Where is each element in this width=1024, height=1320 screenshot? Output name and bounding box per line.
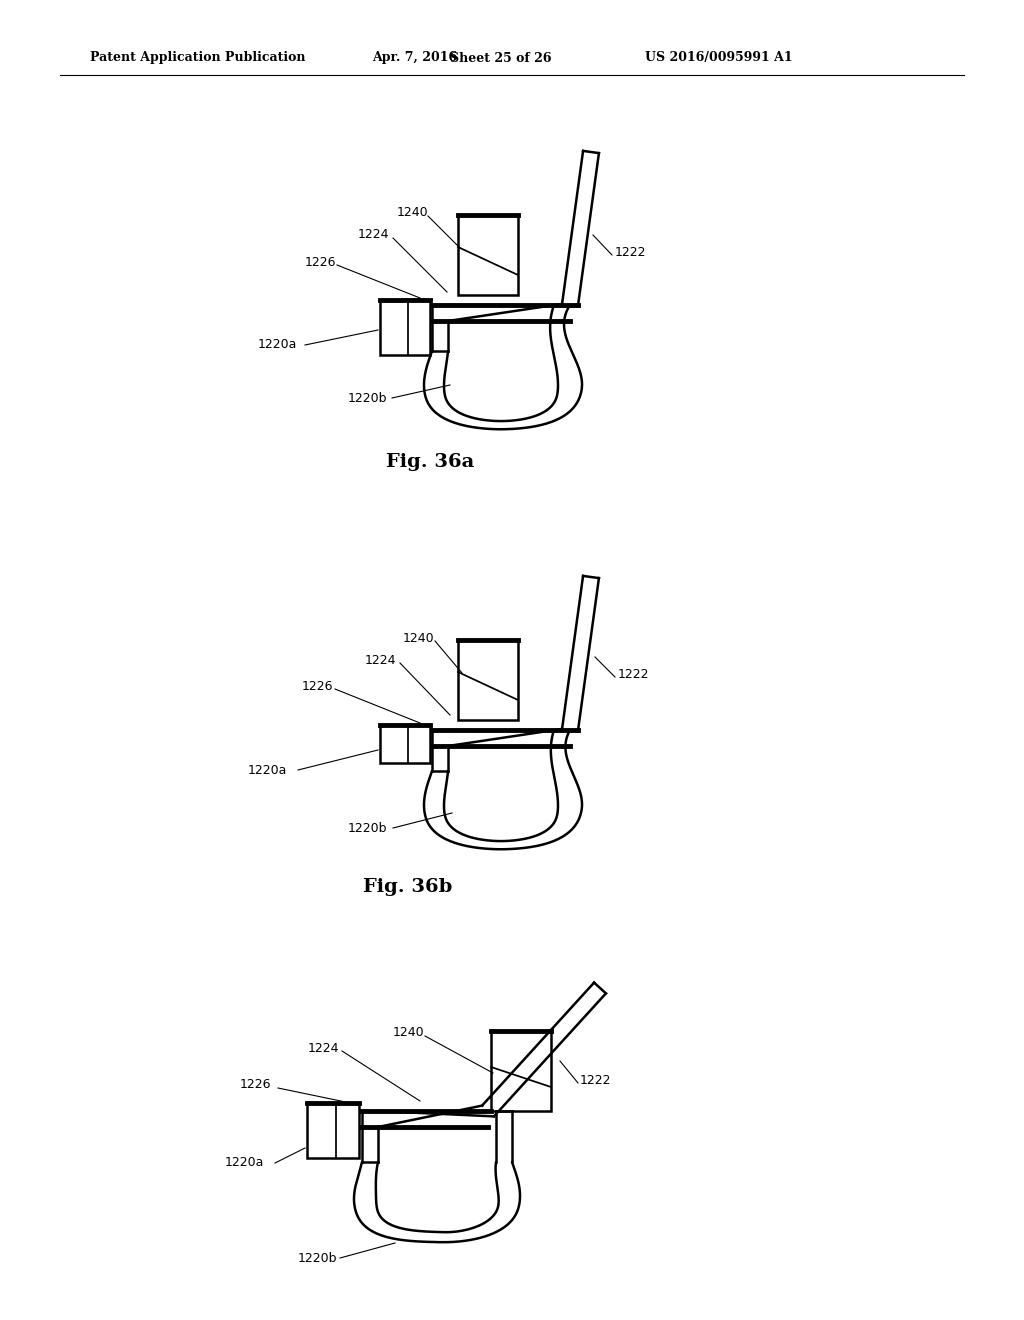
Text: 1222: 1222: [615, 247, 646, 260]
Text: 1222: 1222: [618, 668, 649, 681]
Text: 1220a: 1220a: [258, 338, 297, 351]
Text: 1220a: 1220a: [225, 1156, 264, 1170]
Text: 1220b: 1220b: [298, 1251, 338, 1265]
Text: Fig. 36b: Fig. 36b: [364, 878, 453, 896]
Text: Fig. 36a: Fig. 36a: [386, 453, 474, 471]
Text: US 2016/0095991 A1: US 2016/0095991 A1: [645, 51, 793, 65]
Text: 1220a: 1220a: [248, 763, 288, 776]
Text: 1220b: 1220b: [348, 821, 387, 834]
Text: 1226: 1226: [305, 256, 337, 268]
Bar: [490, 1031, 551, 1111]
Text: 1224: 1224: [358, 228, 389, 242]
Text: 1226: 1226: [240, 1078, 271, 1092]
Text: 1222: 1222: [580, 1074, 611, 1088]
Bar: [458, 640, 518, 719]
Bar: [380, 725, 430, 763]
Text: 1224: 1224: [365, 653, 396, 667]
Text: Sheet 25 of 26: Sheet 25 of 26: [450, 51, 552, 65]
Bar: [380, 300, 430, 355]
Text: Apr. 7, 2016: Apr. 7, 2016: [372, 51, 457, 65]
Text: 1240: 1240: [403, 631, 434, 644]
Text: 1224: 1224: [308, 1041, 340, 1055]
Text: 1240: 1240: [393, 1027, 425, 1040]
Text: 1226: 1226: [302, 681, 334, 693]
Text: Patent Application Publication: Patent Application Publication: [90, 51, 305, 65]
Text: 1220b: 1220b: [348, 392, 387, 404]
Bar: [458, 215, 518, 294]
Bar: [307, 1104, 359, 1158]
Text: 1240: 1240: [397, 206, 429, 219]
